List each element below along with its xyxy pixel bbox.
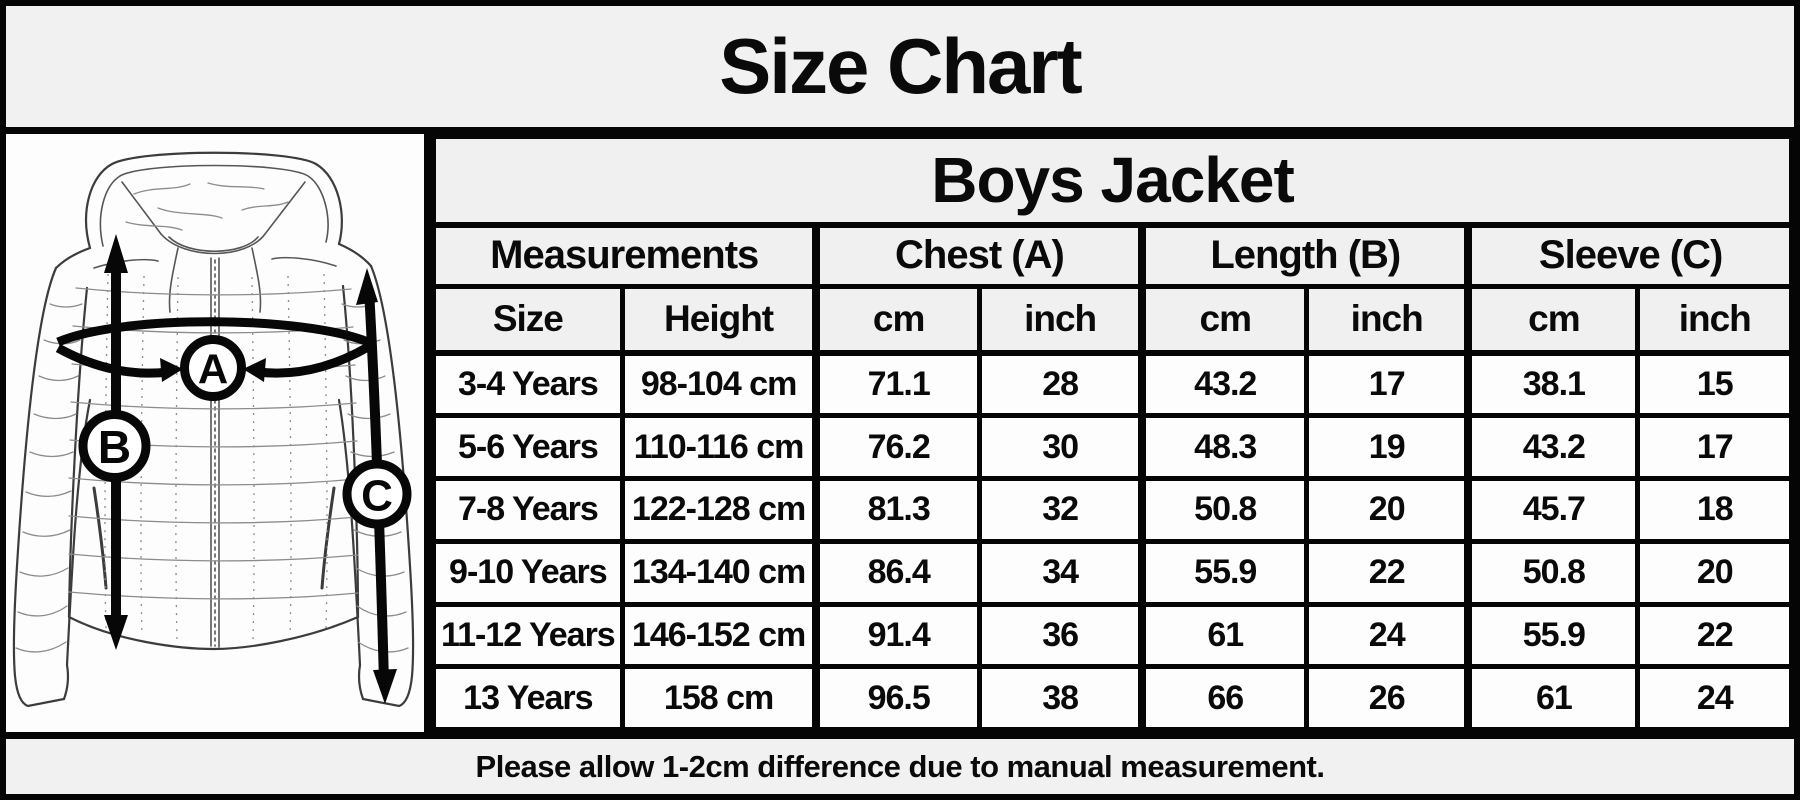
product-header-row: Boys Jacket: [431, 134, 1794, 228]
size-cell: 76.2: [812, 413, 982, 482]
size-cell: 22: [1635, 601, 1794, 670]
jacket-diagram-panel: A B C: [6, 134, 424, 732]
group-header-chest: Chest (A): [812, 222, 1145, 289]
size-cell: 71.1: [812, 349, 982, 419]
measurement-circle-c: C: [342, 459, 412, 529]
size-cell: 110-116 cm: [620, 413, 819, 482]
jacket-illustration: A B C: [12, 151, 415, 708]
size-cell: 20: [1635, 538, 1794, 607]
length-label: B: [98, 421, 131, 473]
size-cell: 36: [977, 601, 1145, 670]
size-cell: 50.8: [1464, 538, 1641, 607]
size-cell: 34: [977, 538, 1145, 607]
col-header-height: Height: [620, 284, 819, 356]
size-cell: 38.1: [1464, 349, 1641, 419]
size-cell: 32: [977, 476, 1145, 544]
group-header-sleeve: Sleeve (C): [1464, 222, 1795, 289]
group-header-row: Measurements Chest (A) Length (B) Sleeve…: [431, 222, 1795, 289]
content-area: A B C: [6, 134, 1795, 732]
size-cell: 11-12 Years: [431, 601, 625, 670]
measurement-note: Please allow 1-2cm difference due to man…: [475, 748, 1325, 784]
size-row: 5-6 Years 110-116 cm 76.2 30 48.3 19 43.2 17: [431, 413, 1794, 482]
size-cell: 98-104 cm: [620, 349, 819, 419]
col-header-sleeve-inch: inch: [1635, 284, 1794, 356]
col-header-chest-cm: cm: [812, 284, 982, 356]
size-cell: 45.7: [1464, 476, 1641, 544]
col-header-length-cm: cm: [1138, 284, 1310, 356]
product-title: Boys Jacket: [431, 134, 1794, 228]
size-cell: 146-152 cm: [620, 601, 819, 670]
sleeve-label: C: [361, 471, 393, 520]
size-cell: 18: [1635, 476, 1794, 544]
size-cell: 3-4 Years: [431, 349, 625, 419]
size-cell: 17: [1304, 349, 1471, 419]
measurement-circle-b: B: [78, 410, 151, 482]
group-header-measurements: Measurements: [431, 222, 819, 289]
size-cell: 55.9: [1464, 601, 1641, 670]
size-cell: 81.3: [812, 476, 982, 544]
size-row: 3-4 Years 98-104 cm 71.1 28 43.2 17 38.1 15: [431, 349, 1794, 419]
size-cell: 122-128 cm: [620, 476, 819, 544]
col-header-sleeve-cm: cm: [1464, 284, 1641, 356]
size-cell: 43.2: [1464, 413, 1641, 482]
size-row: 11-12 Years 146-152 cm 91.4 36 61 24 55.9 22: [431, 601, 1794, 670]
size-cell: 20: [1304, 476, 1471, 544]
size-cell: 22: [1304, 538, 1471, 607]
size-cell: 9-10 Years: [431, 538, 625, 607]
size-row: 7-8 Years 122-128 cm 81.3 32 50.8 20 45.7 18: [431, 476, 1794, 544]
col-header-chest-inch: inch: [977, 284, 1145, 356]
size-cell: 15: [1635, 349, 1794, 419]
size-cell: 38: [977, 664, 1145, 732]
title-bar: Size Chart: [6, 6, 1794, 127]
size-cell: 24: [1635, 664, 1794, 732]
size-cell: 30: [977, 413, 1145, 482]
measurement-circle-a: A: [180, 335, 246, 401]
size-cell: 134-140 cm: [620, 538, 819, 607]
size-table: Boys Jacket Measurements Chest (A) Lengt…: [431, 134, 1795, 732]
size-cell: 5-6 Years: [431, 413, 625, 482]
size-cell: 55.9: [1138, 538, 1310, 607]
size-table-panel: Boys Jacket Measurements Chest (A) Lengt…: [431, 134, 1795, 732]
size-cell: 158 cm: [620, 664, 819, 732]
size-cell: 91.4: [812, 601, 982, 670]
note-bar: Please allow 1-2cm difference due to man…: [6, 739, 1794, 794]
group-header-length: Length (B): [1138, 222, 1471, 289]
size-cell: 7-8 Years: [431, 476, 625, 544]
col-header-size: Size: [431, 284, 625, 356]
size-cell: 48.3: [1138, 413, 1310, 482]
size-cell: 19: [1304, 413, 1471, 482]
col-header-length-inch: inch: [1304, 284, 1471, 356]
size-cell: 61: [1138, 601, 1310, 670]
size-cell: 13 Years: [431, 664, 625, 732]
size-cell: 24: [1304, 601, 1471, 670]
page-title: Size Chart: [719, 22, 1082, 110]
size-cell: 26: [1304, 664, 1471, 732]
size-cell: 50.8: [1138, 476, 1310, 544]
chest-label: A: [198, 346, 228, 393]
jacket-outline: [12, 151, 415, 708]
size-cell: 28: [977, 349, 1145, 419]
column-header-row: Size Height cm inch cm inch cm inch: [431, 284, 1794, 356]
size-cell: 43.2: [1138, 349, 1310, 419]
size-cell: 61: [1464, 664, 1641, 732]
size-cell: 17: [1635, 413, 1794, 482]
size-cell: 96.5: [812, 664, 982, 732]
size-table-body: 3-4 Years 98-104 cm 71.1 28 43.2 17 38.1 15 5-6 …: [431, 349, 1794, 732]
size-cell: 66: [1138, 664, 1310, 732]
size-cell: 86.4: [812, 538, 982, 607]
size-row: 9-10 Years 134-140 cm 86.4 34 55.9 22 50.8 20: [431, 538, 1794, 607]
size-row: 13 Years 158 cm 96.5 38 66 26 61 24: [431, 664, 1794, 732]
